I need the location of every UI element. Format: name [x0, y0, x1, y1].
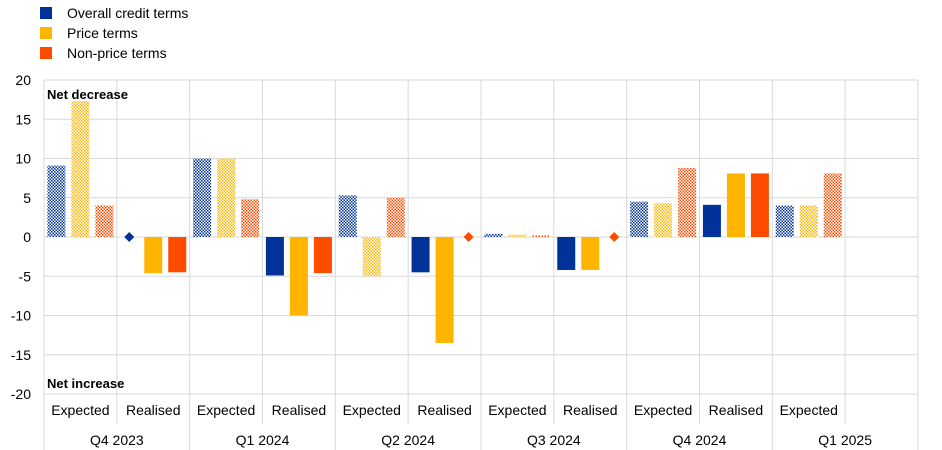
axis-labels: 20 15 10 5 0 -5 -10 -15 -20 Expected Realised Q4 20…	[11, 72, 872, 448]
legend-item-price: Price terms	[40, 23, 188, 43]
bar	[217, 158, 236, 237]
bar	[557, 237, 576, 270]
quarter-label: Q2 2024	[381, 432, 435, 448]
category-label: Expected	[780, 402, 838, 418]
y-tick-label: 15	[15, 111, 31, 127]
bar	[750, 173, 769, 237]
y-tick-label: 5	[23, 190, 31, 206]
bar	[654, 203, 673, 237]
bar	[411, 237, 430, 273]
bars	[47, 101, 842, 343]
category-label: Expected	[343, 402, 401, 418]
axes	[43, 80, 919, 450]
bar-zero-marker	[609, 232, 620, 242]
y-tick-label: -5	[19, 268, 32, 284]
bar	[71, 101, 90, 237]
bar	[168, 237, 187, 273]
legend-label-nonprice: Non-price terms	[67, 45, 167, 61]
bar	[241, 199, 260, 237]
legend-label-overall: Overall credit terms	[67, 5, 189, 21]
category-label: Expected	[634, 402, 692, 418]
quarter-label: Q4 2023	[90, 432, 144, 448]
bar	[823, 173, 842, 237]
annotation-net-increase: Net increase	[47, 376, 124, 391]
category-label: Expected	[197, 402, 255, 418]
category-label: Expected	[51, 402, 109, 418]
legend-item-nonprice: Non-price terms	[40, 43, 188, 63]
category-label: Realised	[126, 402, 180, 418]
bar	[678, 167, 697, 237]
category-label: Realised	[709, 402, 763, 418]
bar	[362, 237, 381, 277]
y-tick-label: 10	[15, 151, 31, 167]
legend-label-price: Price terms	[67, 25, 138, 41]
annotation-net-decrease: Net decrease	[47, 87, 128, 102]
y-tick-label: -10	[11, 308, 31, 324]
bar-zero-marker	[124, 232, 135, 242]
bar	[289, 237, 308, 316]
bar	[508, 234, 527, 237]
quarter-label: Q1 2024	[236, 432, 290, 448]
legend-swatch-nonprice	[40, 47, 52, 59]
bar	[484, 233, 503, 237]
bar	[144, 237, 163, 274]
bar	[265, 237, 284, 276]
category-label: Realised	[417, 402, 471, 418]
legend-item-overall: Overall credit terms	[40, 3, 188, 23]
bar	[775, 205, 794, 237]
quarter-label: Q1 2025	[818, 432, 872, 448]
category-label: Expected	[488, 402, 546, 418]
bar	[532, 235, 551, 237]
bar	[193, 158, 212, 237]
bar	[338, 195, 357, 237]
y-tick-label: -20	[11, 386, 31, 402]
bar	[47, 165, 66, 237]
category-label: Realised	[272, 402, 326, 418]
y-tick-label: 0	[23, 229, 31, 245]
bar-zero-marker	[463, 232, 474, 242]
bar	[435, 237, 454, 343]
bar	[386, 197, 405, 237]
legend-swatch-overall	[40, 7, 52, 19]
legend-swatch-price	[40, 27, 52, 39]
bar	[95, 205, 114, 237]
chart-legend: Overall credit terms Price terms Non-pri…	[40, 3, 188, 63]
bar	[799, 205, 818, 237]
bar	[702, 204, 721, 237]
bar	[630, 201, 649, 237]
y-tick-label: 20	[15, 72, 31, 88]
bar	[581, 237, 600, 270]
bar	[313, 237, 332, 274]
category-label: Realised	[563, 402, 617, 418]
y-tick-label: -15	[11, 347, 31, 363]
quarter-label: Q3 2024	[527, 432, 581, 448]
bar	[726, 173, 745, 237]
quarter-label: Q4 2024	[673, 432, 727, 448]
